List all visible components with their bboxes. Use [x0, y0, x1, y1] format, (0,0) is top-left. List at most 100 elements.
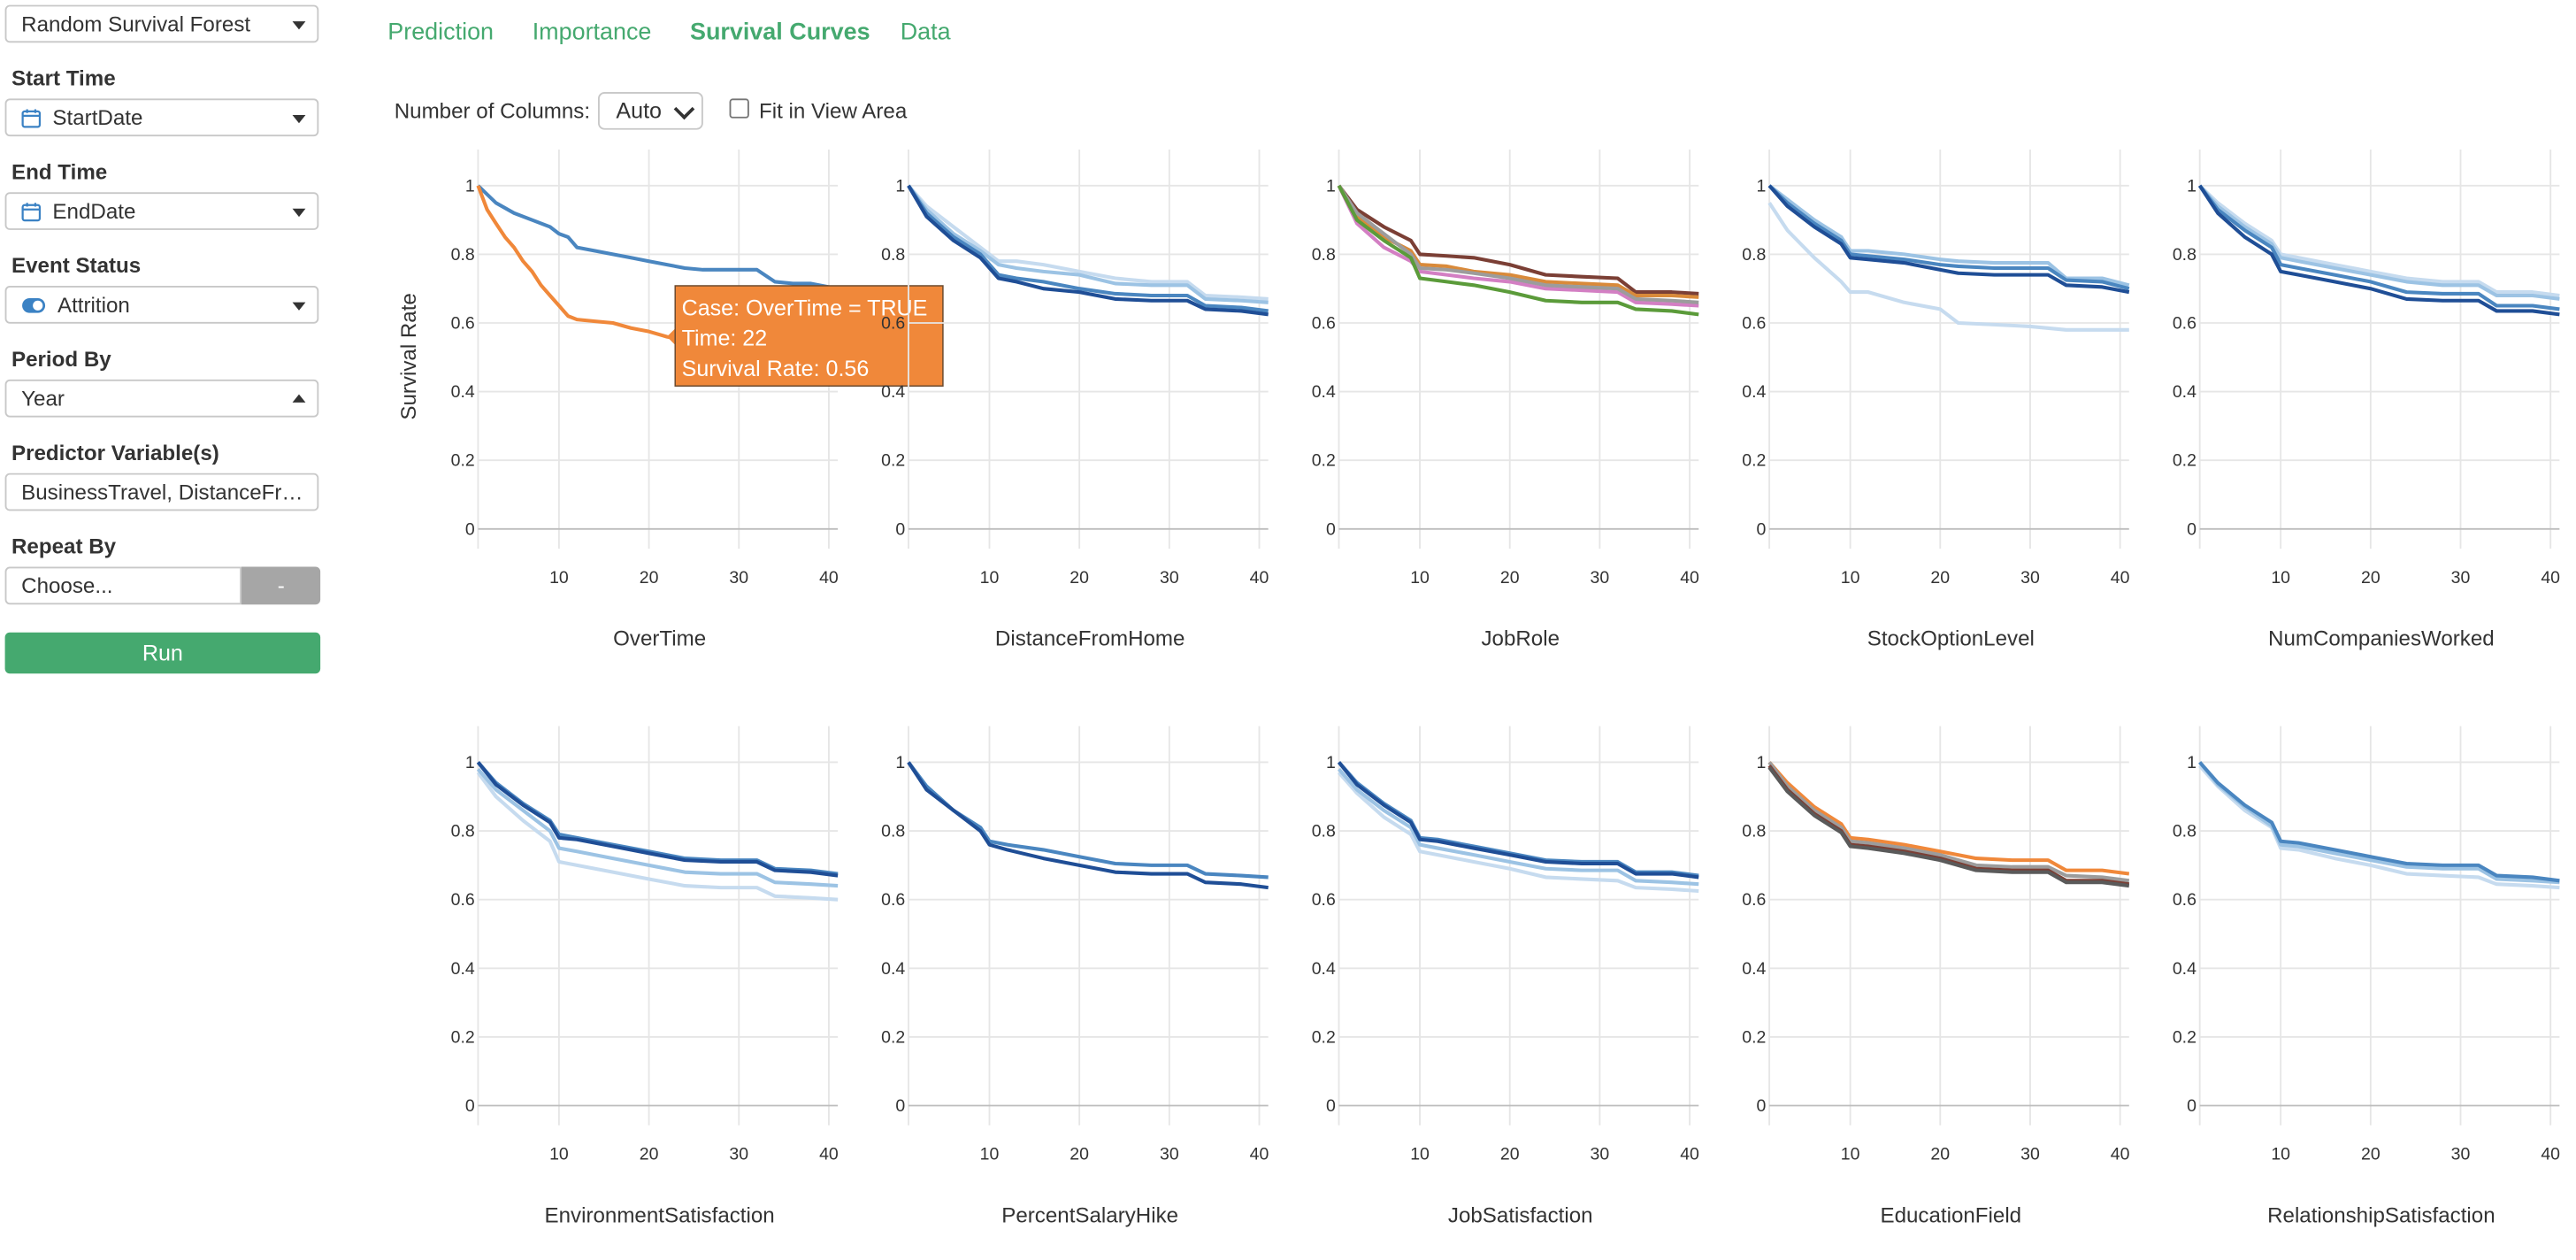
period-by-select[interactable]: Year [4, 379, 319, 418]
survival-curve-series[interactable] [2198, 184, 2560, 311]
survival-curve-series[interactable] [2198, 761, 2560, 885]
x-tick-label: 30 [2020, 1145, 2040, 1164]
y-tick-label: 1 [895, 176, 905, 196]
survival-curve-series[interactable] [907, 761, 1269, 880]
x-tick-label: 40 [2111, 1145, 2130, 1164]
y-tick-label: 0.2 [881, 1027, 905, 1047]
y-tick-label: 0 [2187, 519, 2196, 539]
survival-curve-series[interactable] [2198, 761, 2560, 883]
survival-curve-series[interactable] [907, 761, 1269, 890]
facet-NumCompaniesWorked: 0 0.2 0.4 0.6 0.8 1 10 20 30 40 NumCompaniesWorked [2173, 149, 2560, 651]
survival-curve-series[interactable] [1337, 184, 1699, 304]
run-button[interactable]: Run [4, 632, 321, 674]
y-tick-label: 0.4 [2173, 382, 2196, 402]
y-tick-label: 0.4 [2173, 959, 2196, 979]
tab-prediction[interactable]: Prediction [387, 19, 494, 46]
end-time-select[interactable]: EndDate [4, 192, 319, 230]
facet-title: DistanceFromHome [995, 627, 1185, 651]
survival-curve-series[interactable] [1338, 771, 1699, 894]
facet-EnvironmentSatisfaction: 0 0.2 0.4 0.6 0.8 1 10 20 30 40 EnvironmentSatisfa… [451, 726, 839, 1227]
survival-curve-series[interactable] [1767, 765, 2130, 888]
survival-curve-series[interactable] [1767, 764, 2130, 887]
x-tick-label: 20 [1500, 1145, 1520, 1164]
survival-curve-series[interactable] [907, 184, 1269, 301]
caret-down-icon [292, 302, 306, 311]
survival-curve-series[interactable] [1767, 202, 2129, 332]
facet-StockOptionLevel: 0 0.2 0.4 0.6 0.8 1 10 20 30 40 StockOptionLevel [1742, 149, 2130, 651]
tab-data[interactable]: Data [900, 19, 951, 46]
tooltip-pointer [666, 327, 678, 347]
survival-curve-series[interactable] [1767, 184, 2130, 295]
y-tick-label: 0.4 [1312, 959, 1336, 979]
y-tick-label: 0.4 [881, 959, 905, 979]
y-tick-label: 0.8 [1742, 822, 1766, 841]
x-tick-label: 10 [549, 568, 569, 588]
survival-curve-series[interactable] [476, 771, 839, 902]
x-tick-label: 30 [729, 1145, 748, 1164]
tab-importance[interactable]: Importance [532, 19, 652, 46]
event-status-label: Event Status [11, 252, 142, 278]
survival-curve-series[interactable] [1337, 761, 1699, 880]
tab-survival-curves[interactable]: Survival Curves [689, 19, 870, 46]
x-tick-label: 10 [1410, 1145, 1430, 1164]
event-status-select[interactable]: Attrition [4, 286, 319, 324]
survival-curve-series[interactable] [2198, 184, 2560, 301]
y-tick-label: 0.4 [451, 959, 475, 979]
model-select[interactable]: Random Survival Forest [4, 4, 319, 43]
survival-curve-series[interactable] [907, 184, 1269, 313]
facet-title: RelationshipSatisfaction [2267, 1203, 2496, 1227]
survival-curve-series[interactable] [1337, 184, 1699, 296]
y-tick-label: 0.6 [451, 890, 475, 910]
survival-curve-series[interactable] [1337, 184, 1699, 308]
x-tick-label: 10 [1410, 568, 1430, 588]
survival-curve-series[interactable] [1767, 761, 2130, 883]
repeat-by-select[interactable]: Choose... [4, 566, 242, 605]
survival-curve-series[interactable] [1767, 184, 2130, 291]
survival-curve-series[interactable] [2198, 184, 2560, 298]
survival-curve-series[interactable] [1338, 767, 1699, 887]
survival-curve-series[interactable] [2198, 764, 2560, 890]
survival-curve-series[interactable] [1767, 761, 2130, 876]
survival-curve-series[interactable] [907, 184, 1269, 317]
y-tick-label: 0.8 [881, 245, 905, 265]
fit-view-checkbox[interactable] [729, 98, 749, 119]
predictor-input[interactable]: BusinessTravel, DistanceFromHome, JobRol… [4, 472, 319, 511]
x-tick-label: 20 [1070, 1145, 1089, 1164]
fit-view-label: Fit in View Area [758, 98, 908, 124]
y-tick-label: 0 [1757, 1096, 1767, 1116]
y-tick-label: 0.8 [451, 245, 475, 265]
survival-curve-series[interactable] [1338, 761, 1699, 878]
x-tick-label: 20 [1930, 1145, 1950, 1164]
y-tick-label: 1 [1326, 176, 1336, 196]
start-time-select[interactable]: StartDate [4, 98, 319, 137]
x-tick-label: 40 [2541, 1145, 2560, 1164]
model-select-value: Random Survival Forest [21, 11, 251, 36]
survival-curve-series[interactable] [907, 184, 1269, 304]
survival-curve-series[interactable] [476, 761, 839, 878]
facet-RelationshipSatisfaction: 0 0.2 0.4 0.6 0.8 1 10 20 30 40 RelationshipSatisf… [2173, 726, 2560, 1227]
calendar-icon [21, 108, 42, 127]
x-tick-label: 30 [1591, 568, 1610, 588]
columns-select[interactable]: Auto [597, 91, 703, 130]
x-tick-label: 30 [729, 568, 748, 588]
caret-down-icon [292, 21, 306, 30]
x-tick-label: 40 [1250, 568, 1269, 588]
y-tick-label: 0.6 [1312, 890, 1336, 910]
survival-curve-series[interactable] [2197, 184, 2560, 317]
y-tick-label: 0.8 [881, 822, 905, 841]
y-tick-label: 0.4 [1742, 959, 1766, 979]
y-tick-label: 0.6 [881, 314, 905, 334]
repeat-by-row: Choose... - [4, 566, 321, 605]
repeat-by-clear-button[interactable]: - [242, 566, 321, 605]
survival-curve-series[interactable] [1767, 184, 2130, 288]
y-tick-label: 1 [1757, 753, 1767, 772]
caret-down-icon [292, 114, 306, 124]
survival-curve-series[interactable] [476, 767, 839, 888]
y-tick-label: 0.8 [2173, 245, 2196, 265]
survival-curve-series[interactable] [476, 184, 839, 291]
facet-title: EnvironmentSatisfaction [545, 1203, 775, 1227]
end-time-label: End Time [11, 159, 108, 184]
facet-title: PercentSalaryHike [1001, 1203, 1178, 1227]
x-tick-label: 40 [1680, 568, 1699, 588]
survival-curve-series[interactable] [1337, 184, 1699, 317]
